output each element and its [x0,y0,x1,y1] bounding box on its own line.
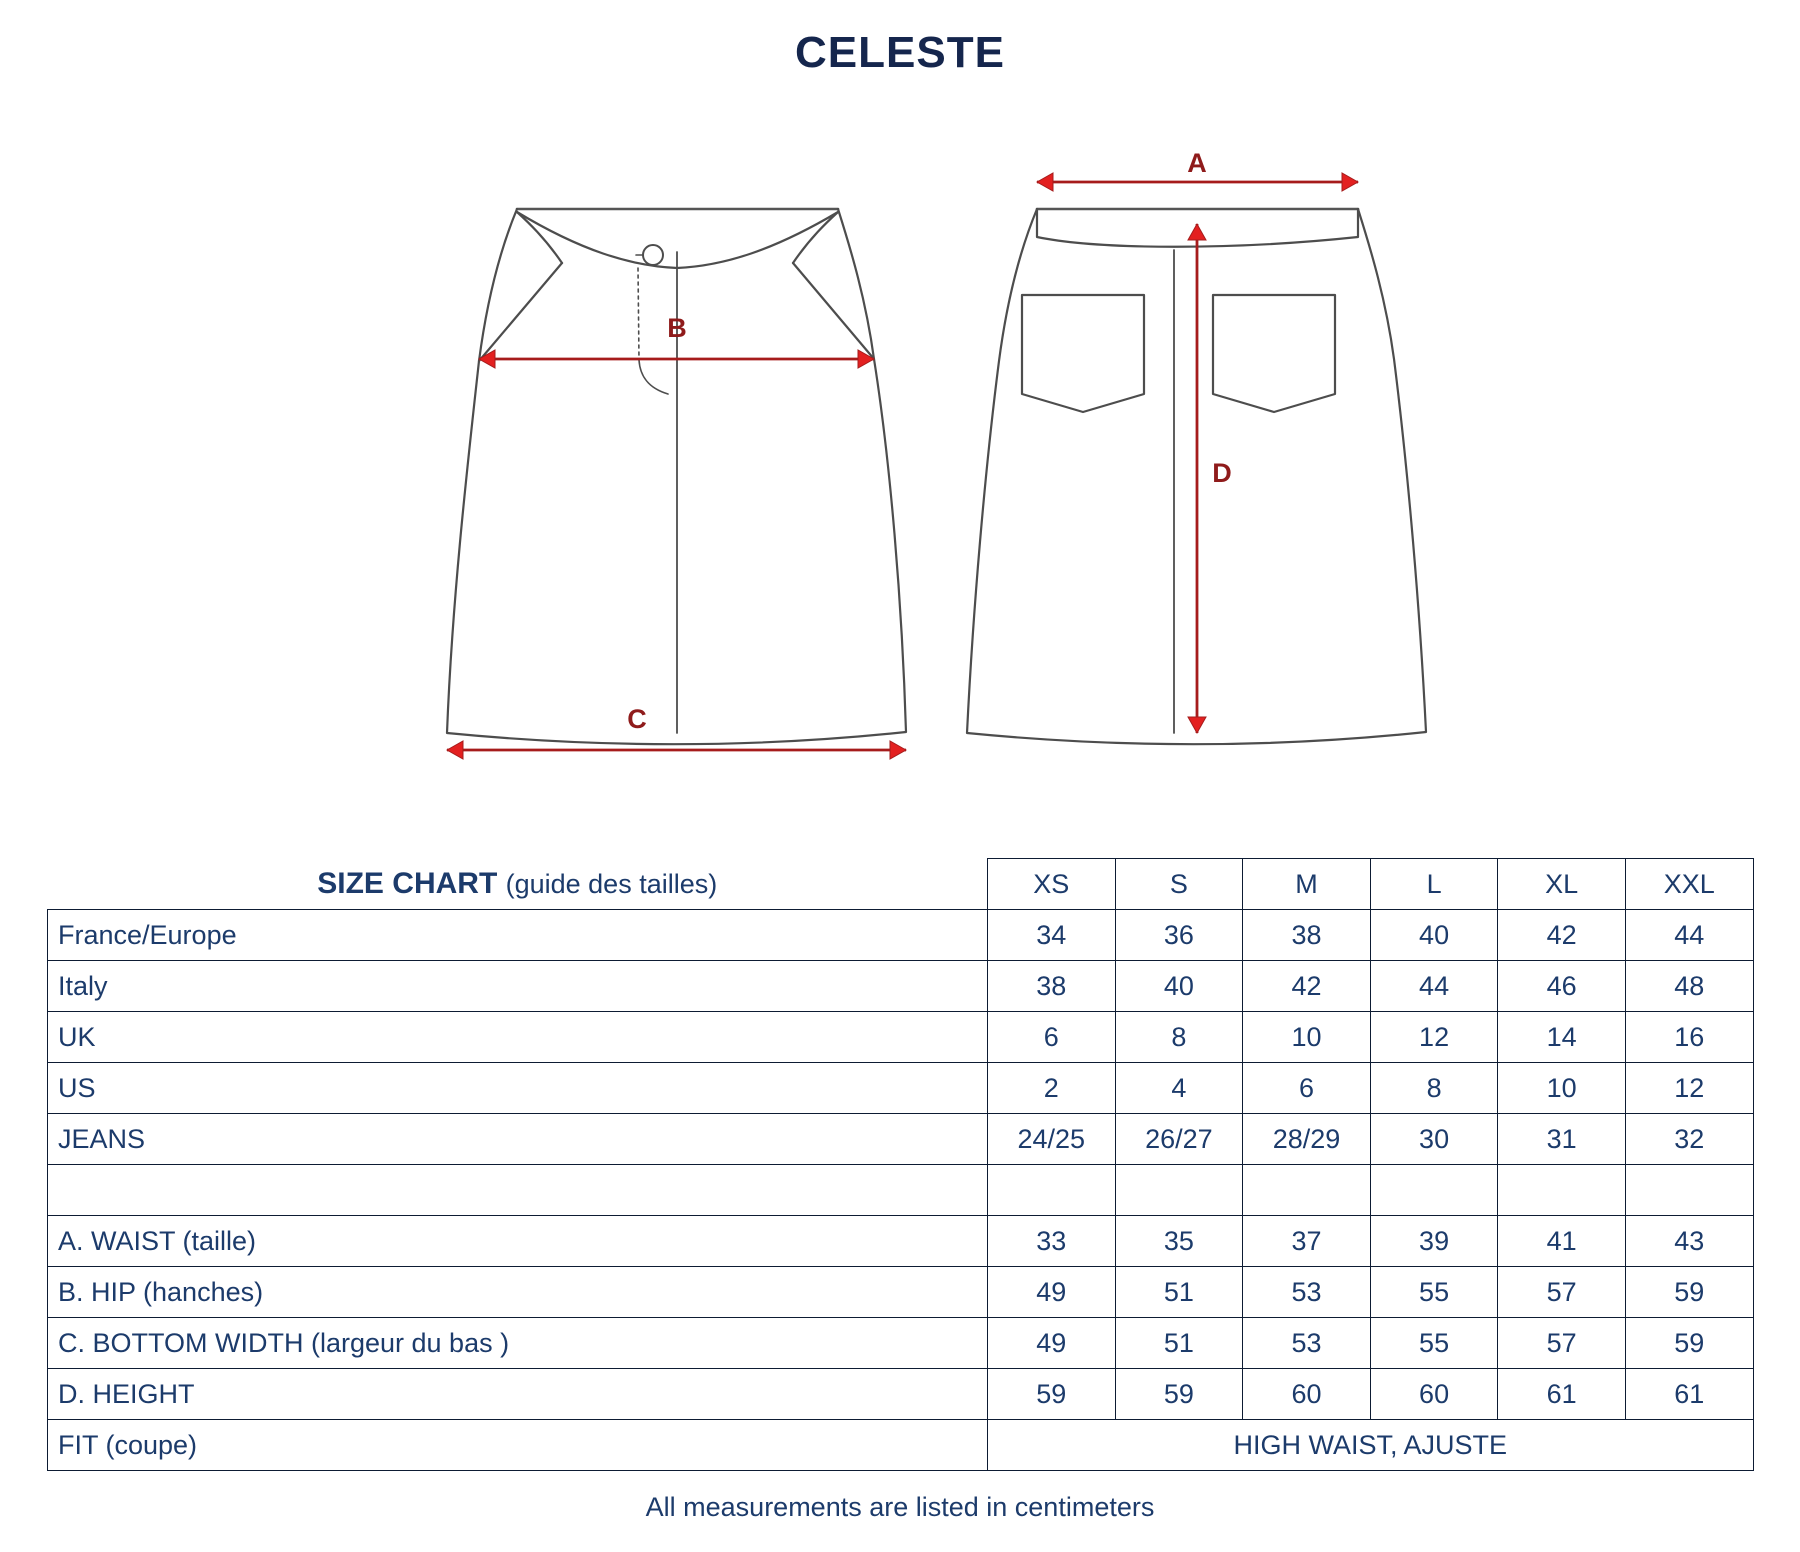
svg-text:A: A [1187,148,1207,178]
svg-text:D: D [1212,458,1232,488]
svg-text:C: C [627,704,647,734]
svg-text:B: B [667,313,687,343]
